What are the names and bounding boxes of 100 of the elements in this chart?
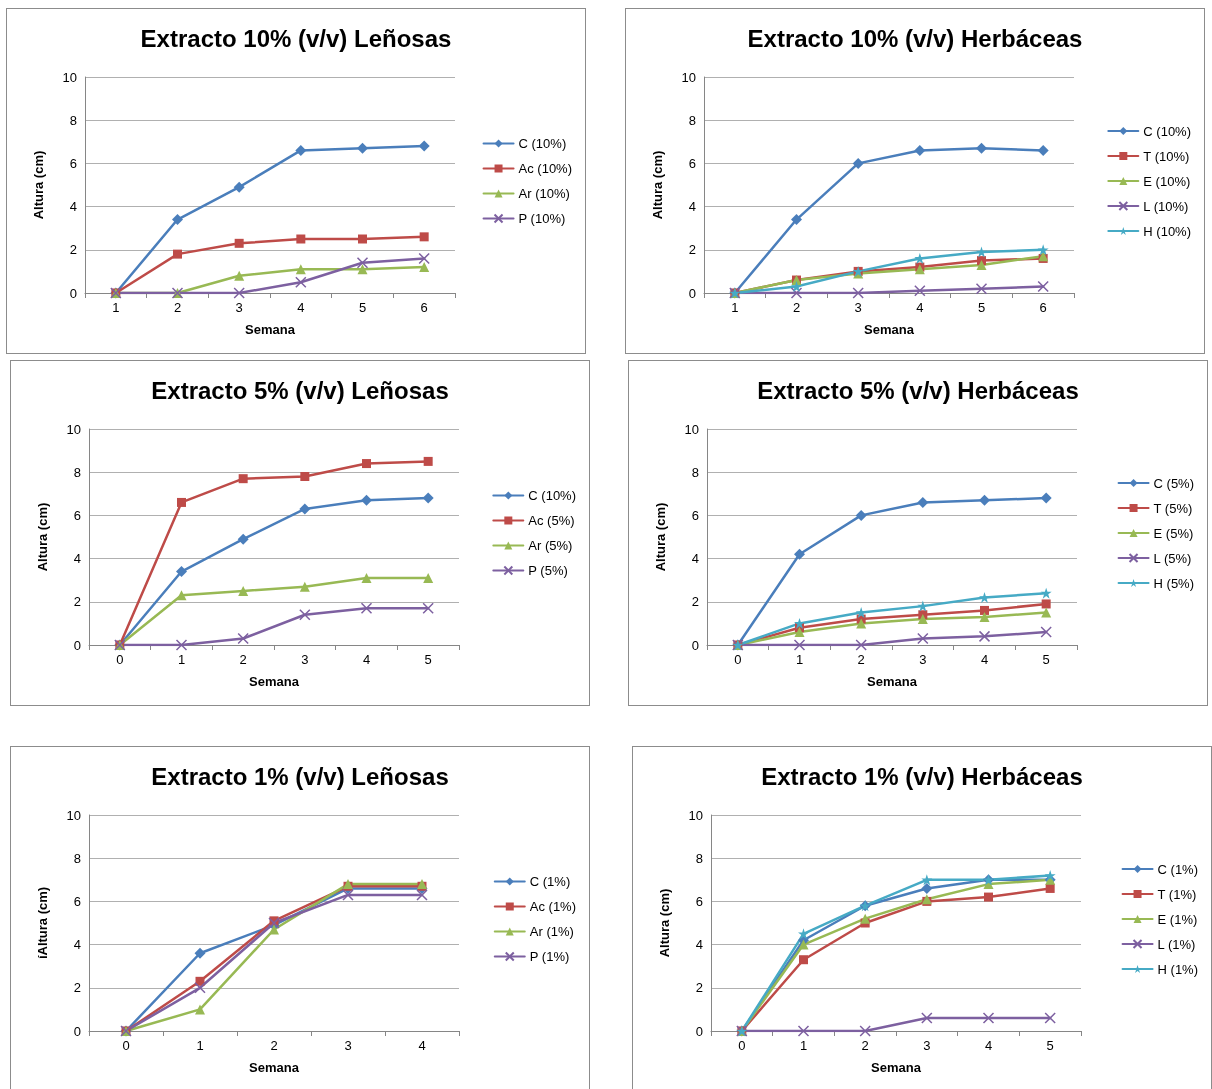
x-tick-label: 4 bbox=[297, 300, 305, 315]
legend-label: P (10%) bbox=[518, 211, 566, 226]
y-tick-label: 0 bbox=[691, 637, 699, 653]
legend-label: T (5%) bbox=[1153, 500, 1193, 516]
legend-label: C (10%) bbox=[1143, 123, 1192, 139]
x-axis-title: Semana bbox=[864, 322, 915, 337]
x-tick-label: 1 bbox=[177, 652, 186, 667]
legend-label: H (10%) bbox=[1143, 223, 1192, 239]
y-axis-title: íAltura (cm) bbox=[35, 886, 50, 960]
x-tick-label: 4 bbox=[916, 300, 924, 315]
y-tick-label: 10 bbox=[62, 69, 77, 85]
y-tick-label: 8 bbox=[73, 850, 81, 866]
legend-label: Ac (1%) bbox=[529, 899, 576, 914]
y-tick-label: 4 bbox=[691, 551, 699, 567]
x-tick-label: 5 bbox=[1042, 652, 1050, 667]
x-tick-label: 2 bbox=[857, 652, 865, 667]
x-tick-label: 2 bbox=[270, 1038, 278, 1053]
x-tick-label: 0 bbox=[116, 652, 124, 667]
y-tick-label: 0 bbox=[688, 285, 696, 301]
y-tick-label: 10 bbox=[684, 421, 699, 437]
x-tick-label: 2 bbox=[239, 652, 247, 667]
legend-label: C (5%) bbox=[1153, 475, 1195, 491]
x-tick-label: 1 bbox=[196, 1038, 204, 1053]
y-tick-label: 8 bbox=[69, 112, 77, 128]
y-tick-label: 10 bbox=[681, 69, 696, 85]
legend-label: T (10%) bbox=[1143, 148, 1190, 164]
legend-label: P (5%) bbox=[528, 563, 568, 578]
y-tick-label: 4 bbox=[695, 937, 703, 953]
legend-label: E (5%) bbox=[1153, 525, 1194, 541]
y-tick-label: 6 bbox=[695, 893, 703, 909]
y-tick-label: 8 bbox=[691, 464, 699, 480]
x-tick-label: 2 bbox=[861, 1038, 869, 1053]
y-axis-title: Altura (cm) bbox=[657, 888, 672, 958]
y-tick-label: 2 bbox=[691, 594, 699, 610]
chart-title: Extracto 5% (v/v) Herbáceas bbox=[757, 376, 1079, 404]
legend-label: E (1%) bbox=[1157, 911, 1198, 927]
y-tick-label: 6 bbox=[688, 155, 696, 171]
legend-label: H (1%) bbox=[1157, 961, 1199, 977]
y-tick-label: 6 bbox=[73, 893, 81, 909]
y-tick-label: 0 bbox=[695, 1023, 703, 1039]
x-tick-label: 6 bbox=[420, 300, 428, 315]
y-axis-title: Altura (cm) bbox=[650, 150, 665, 220]
y-axis-title: Altura (cm) bbox=[653, 502, 668, 572]
x-tick-label: 3 bbox=[854, 300, 862, 315]
x-tick-label: 4 bbox=[418, 1038, 426, 1053]
legend-label: Ac (5%) bbox=[528, 513, 575, 528]
x-axis-title: Semana bbox=[867, 674, 918, 689]
legend-label: Ar (5%) bbox=[528, 538, 573, 553]
y-tick-label: 4 bbox=[688, 199, 696, 215]
x-tick-label: 5 bbox=[1046, 1038, 1054, 1053]
y-tick-label: 4 bbox=[69, 199, 77, 215]
x-tick-label: 5 bbox=[977, 300, 986, 315]
y-tick-label: 0 bbox=[73, 637, 81, 653]
x-tick-label: 4 bbox=[980, 652, 989, 667]
legend-label: T (1%) bbox=[1157, 886, 1197, 902]
y-tick-label: 0 bbox=[69, 285, 77, 301]
y-tick-label: 2 bbox=[73, 980, 81, 996]
chart-title: Extracto 5% (v/v) Leñosas bbox=[151, 376, 449, 404]
x-tick-label: 2 bbox=[173, 300, 182, 315]
x-tick-label: 1 bbox=[731, 300, 739, 315]
y-tick-label: 8 bbox=[695, 850, 703, 866]
legend-label: P (1%) bbox=[529, 949, 570, 964]
y-tick-label: 0 bbox=[73, 1023, 81, 1039]
y-tick-label: 4 bbox=[73, 551, 81, 567]
y-axis-title: Altura (cm) bbox=[35, 502, 50, 572]
legend-label: Ac (10%) bbox=[518, 161, 573, 176]
legend-label: L (1%) bbox=[1157, 936, 1196, 952]
x-tick-label: 3 bbox=[344, 1038, 352, 1053]
legend-label: C (1%) bbox=[529, 874, 571, 889]
x-tick-label: 5 bbox=[358, 300, 367, 315]
y-axis-title: Altura (cm) bbox=[31, 150, 46, 220]
legend-label: Ar (10%) bbox=[518, 186, 570, 201]
chart-title: Extracto 1% (v/v) Leñosas bbox=[151, 762, 449, 790]
x-axis-title: Semana bbox=[871, 1060, 922, 1075]
x-tick-label: 0 bbox=[122, 1038, 130, 1053]
x-tick-label: 3 bbox=[301, 652, 309, 667]
x-tick-label: 3 bbox=[919, 652, 927, 667]
legend-label: L (5%) bbox=[1153, 550, 1192, 566]
x-tick-label: 0 bbox=[734, 652, 742, 667]
y-tick-label: 2 bbox=[73, 594, 81, 610]
legend-label: H (5%) bbox=[1153, 575, 1195, 591]
y-tick-label: 6 bbox=[73, 507, 81, 523]
legend-label: C (1%) bbox=[1157, 861, 1199, 877]
y-tick-label: 8 bbox=[688, 112, 696, 128]
chart-title: Extracto 1% (v/v) Herbáceas bbox=[761, 762, 1083, 790]
legend-label: E (10%) bbox=[1143, 173, 1191, 189]
x-axis-title: Semana bbox=[245, 322, 296, 337]
x-tick-label: 3 bbox=[923, 1038, 931, 1053]
y-tick-label: 10 bbox=[66, 421, 81, 437]
x-axis-title: Semana bbox=[249, 1060, 300, 1075]
x-tick-label: 1 bbox=[795, 652, 804, 667]
x-tick-label: 5 bbox=[424, 652, 432, 667]
x-tick-label: 0 bbox=[738, 1038, 746, 1053]
x-tick-label: 4 bbox=[984, 1038, 993, 1053]
x-tick-label: 1 bbox=[112, 300, 120, 315]
legend-label: Ar (1%) bbox=[529, 924, 574, 939]
x-axis-title: Semana bbox=[249, 674, 300, 689]
x-tick-label: 3 bbox=[235, 300, 243, 315]
y-tick-label: 2 bbox=[69, 242, 77, 258]
chart-title: Extracto 10% (v/v) Herbáceas bbox=[747, 24, 1083, 52]
